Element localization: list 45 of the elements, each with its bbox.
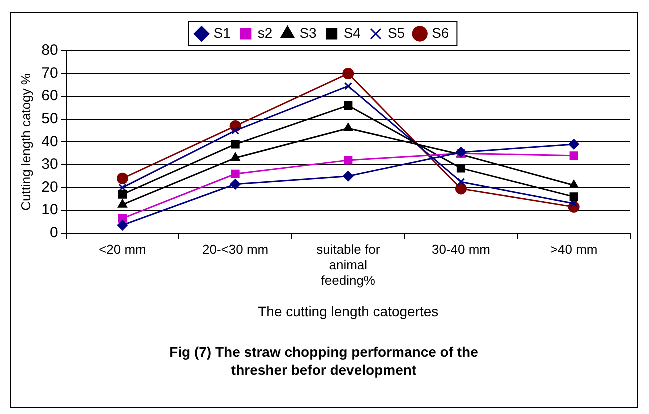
y-tick-label: 70 (42, 64, 58, 82)
point (231, 140, 240, 149)
point (570, 192, 578, 202)
legend-label: S1 (214, 24, 232, 41)
point (569, 180, 579, 189)
point (118, 200, 128, 208)
point (570, 152, 578, 160)
y-tick-label: 30 (42, 156, 58, 174)
legend-label: S4 (344, 24, 362, 41)
point (344, 101, 353, 110)
point (118, 190, 127, 199)
point (457, 178, 466, 186)
y-tick-label: 60 (42, 88, 58, 105)
y-axis-title: Cutting length catogy % (18, 73, 34, 211)
x-axis-title: The cutting length catogertes (258, 303, 439, 320)
point (231, 170, 240, 178)
y-tick-label: 10 (42, 202, 58, 219)
point (117, 220, 128, 231)
point (344, 82, 352, 90)
x-tick-label: 30-40 mm (432, 242, 490, 257)
point (455, 183, 467, 195)
x-tick-label: 20-<30 mm (202, 242, 269, 257)
x-tick-label: suitable for animal feeding% (316, 242, 381, 288)
point (344, 123, 354, 132)
legend-label: S5 (388, 24, 406, 41)
point (342, 68, 354, 80)
x-tick-label: <20 mm (99, 242, 146, 257)
y-tick-label: 50 (42, 110, 58, 128)
legend-label: S3 (300, 24, 318, 41)
legend-label: s2 (258, 24, 273, 41)
legend-label: S6 (432, 24, 450, 41)
point (230, 152, 240, 162)
point (344, 156, 353, 165)
point (456, 164, 466, 173)
y-tick-label: 80 (42, 42, 58, 60)
point (116, 172, 128, 184)
point (568, 139, 580, 150)
point (232, 126, 240, 135)
point (230, 179, 241, 190)
x-tick-label: >40 mm (550, 242, 598, 257)
y-tick-label: 20 (42, 178, 58, 196)
text: Fig (7) The straw chopping performance of the thresher befor development (168, 343, 480, 379)
point (343, 171, 354, 182)
y-tick-label: 40 (42, 133, 58, 150)
y-tick-label: 0 (50, 224, 58, 242)
